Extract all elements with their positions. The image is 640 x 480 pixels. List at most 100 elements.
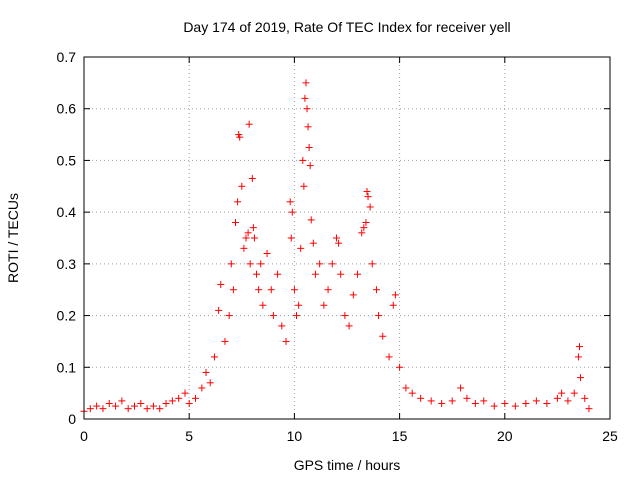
data-point — [278, 322, 286, 330]
data-point — [86, 405, 94, 413]
data-point — [316, 260, 324, 268]
data-point — [341, 312, 349, 320]
data-point — [249, 224, 257, 232]
data-point — [385, 353, 393, 361]
data-point — [337, 270, 345, 278]
data-point — [198, 384, 206, 392]
data-point — [181, 389, 189, 397]
data-point — [99, 405, 107, 413]
data-point — [306, 162, 314, 170]
data-point — [250, 234, 258, 242]
data-point — [267, 286, 275, 294]
data-point — [192, 394, 200, 402]
data-point — [511, 402, 519, 410]
data-point — [543, 399, 551, 407]
data-point — [269, 312, 277, 320]
data-point — [217, 281, 225, 289]
data-point — [366, 203, 374, 211]
data-point — [438, 399, 446, 407]
data-point — [396, 363, 404, 371]
data-point — [301, 94, 309, 102]
x-axis-label: GPS time / hours — [294, 457, 401, 473]
data-point — [255, 286, 263, 294]
data-point — [307, 216, 315, 224]
data-point — [490, 402, 498, 410]
y-tick-label: 0.3 — [57, 256, 77, 272]
data-point — [402, 384, 410, 392]
data-point — [457, 384, 465, 392]
data-point — [532, 397, 540, 405]
data-point — [320, 301, 328, 309]
data-point — [417, 394, 425, 402]
data-point — [227, 260, 235, 268]
data-point — [311, 270, 319, 278]
x-tick-label: 5 — [185, 428, 193, 444]
data-point — [245, 120, 253, 128]
data-point — [332, 234, 340, 242]
data-point — [304, 123, 312, 131]
data-point — [564, 397, 572, 405]
data-point — [480, 397, 488, 405]
data-point — [570, 389, 578, 397]
data-point — [225, 312, 233, 320]
data-point — [364, 193, 372, 201]
data-point — [362, 218, 370, 226]
data-point — [202, 368, 210, 376]
data-point — [105, 399, 113, 407]
data-point — [463, 394, 471, 402]
data-point — [358, 229, 366, 237]
data-point — [282, 337, 290, 345]
data-point — [324, 286, 332, 294]
data-point — [168, 397, 176, 405]
data-point — [124, 405, 132, 413]
data-point — [391, 291, 399, 299]
data-point — [368, 260, 376, 268]
data-point — [143, 405, 151, 413]
data-point — [379, 332, 387, 340]
y-tick-label: 0.5 — [57, 152, 77, 168]
data-point — [354, 270, 362, 278]
data-point — [471, 399, 479, 407]
data-point — [345, 322, 353, 330]
data-point — [229, 286, 237, 294]
data-point — [297, 244, 305, 252]
data-point — [162, 399, 170, 407]
y-tick-label: 0.1 — [57, 359, 77, 375]
grid-layer — [84, 57, 610, 419]
data-point — [206, 379, 214, 387]
data-point — [263, 250, 271, 258]
data-point — [231, 218, 239, 226]
data-point — [130, 402, 138, 410]
data-points-layer — [80, 79, 593, 415]
data-point — [221, 337, 229, 345]
data-point — [215, 306, 223, 314]
data-point — [210, 353, 218, 361]
x-tick-label: 10 — [287, 428, 303, 444]
data-point — [360, 224, 368, 232]
data-point — [408, 389, 416, 397]
data-point — [300, 182, 308, 190]
data-point — [427, 397, 435, 405]
data-point — [286, 198, 294, 206]
data-point — [448, 397, 456, 405]
data-point — [372, 286, 380, 294]
data-point — [185, 399, 193, 407]
y-tick-label: 0.7 — [57, 49, 77, 65]
data-point — [305, 144, 313, 151]
data-point — [302, 79, 310, 87]
data-point — [290, 286, 298, 294]
y-tick-label: 0.6 — [57, 101, 77, 117]
data-point — [248, 175, 256, 183]
data-point — [288, 208, 296, 216]
data-point — [295, 301, 303, 309]
data-point — [242, 234, 250, 242]
data-point — [253, 270, 261, 278]
y-tick-label: 0.2 — [57, 308, 77, 324]
data-point — [238, 182, 246, 190]
data-point — [522, 399, 530, 407]
x-tick-label: 15 — [392, 428, 408, 444]
data-point — [240, 244, 248, 252]
data-point — [156, 405, 164, 413]
data-point — [299, 156, 307, 164]
